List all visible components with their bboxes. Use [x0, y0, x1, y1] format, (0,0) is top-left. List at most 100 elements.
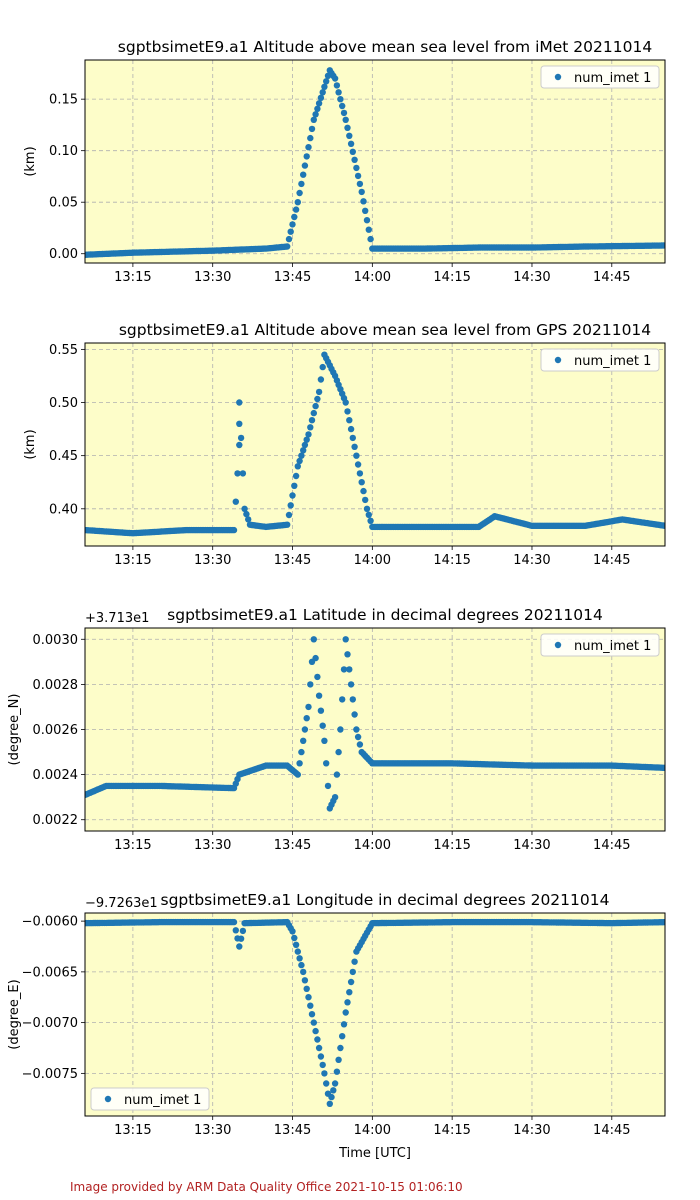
data-point	[291, 213, 298, 221]
plot-background	[85, 913, 665, 1116]
chart-title: sgptbsimetE9.a1 Altitude above mean sea …	[118, 38, 652, 56]
data-point	[351, 711, 358, 718]
data-point	[239, 470, 247, 477]
data-point	[236, 441, 243, 449]
data-point	[331, 794, 339, 801]
data-point	[245, 516, 252, 523]
y-tick-label: 0.00	[49, 247, 78, 262]
data-point	[289, 928, 296, 935]
data-point	[312, 402, 319, 410]
data-point	[344, 408, 351, 415]
x-tick-label: 13:30	[194, 838, 231, 853]
data-point	[241, 505, 248, 512]
x-tick-label: 14:00	[354, 838, 391, 853]
data-point	[296, 189, 303, 197]
data-point	[337, 96, 344, 103]
data-point	[330, 1087, 337, 1094]
legend-box	[540, 348, 660, 372]
y-tick-label: 0.0028	[33, 678, 79, 693]
plot-background	[85, 343, 665, 546]
data-point	[236, 943, 243, 950]
y-tick-label: 0.0022	[33, 813, 79, 828]
data-point	[294, 771, 301, 778]
x-tick-label: 13:15	[114, 1123, 151, 1138]
data-point	[340, 1021, 348, 1028]
data-point	[305, 144, 312, 151]
legend-label: num_imet 1	[574, 354, 651, 369]
data-point	[360, 198, 367, 205]
x-tick-label: 13:15	[114, 838, 151, 853]
data-point	[349, 434, 356, 442]
data-point	[230, 918, 238, 926]
data-point	[331, 1080, 339, 1087]
data-point	[326, 1100, 333, 1108]
data-point	[349, 696, 356, 703]
data-point	[342, 636, 349, 643]
data-point	[301, 162, 309, 169]
x-tick-label: 14:00	[354, 270, 391, 285]
y-tick-label: 0.45	[49, 449, 78, 464]
data-point	[232, 927, 239, 934]
data-point	[237, 935, 245, 942]
legend: num_imet 1	[540, 348, 660, 372]
data-point	[661, 522, 665, 529]
data-point	[237, 434, 245, 442]
data-point	[347, 681, 355, 688]
data-point	[360, 487, 367, 495]
series-points	[85, 636, 665, 812]
series-points	[85, 351, 665, 537]
data-point	[305, 994, 312, 1001]
data-point	[319, 1061, 326, 1069]
panel-1: 13:15 13:30 13:45 14:00 14:15 14:30 14:45 0.00 0…	[23, 38, 666, 285]
legend-label: num_imet 1	[574, 639, 651, 654]
panel-4: 13:15 13:30 13:45 14:00 14:15 14:30 14:45 −0.00…	[7, 891, 666, 1161]
data-point	[367, 517, 374, 524]
legend-marker	[104, 1095, 112, 1103]
y-tick-label: −0.0060	[22, 915, 78, 930]
data-point	[294, 948, 301, 955]
x-tick-label: 13:15	[114, 553, 151, 568]
data-point	[298, 748, 305, 756]
data-point	[307, 1002, 314, 1009]
data-point	[292, 941, 300, 948]
x-tick-label: 13:30	[194, 270, 231, 285]
data-point	[236, 399, 243, 406]
data-point	[354, 461, 362, 468]
plot-background	[85, 60, 665, 263]
data-point	[323, 78, 330, 85]
data-point	[661, 764, 665, 771]
x-tick-label: 14:45	[593, 553, 630, 568]
data-point	[284, 243, 291, 250]
data-point	[234, 470, 241, 477]
data-point	[303, 715, 310, 722]
data-point	[337, 1044, 344, 1052]
data-point	[362, 207, 369, 214]
data-point	[301, 441, 309, 449]
data-point	[362, 496, 369, 504]
x-tick-label: 13:45	[274, 838, 311, 853]
data-point	[328, 1093, 335, 1101]
data-point	[289, 492, 296, 499]
data-point	[289, 221, 296, 228]
y-tick-label: 0.15	[49, 93, 78, 108]
y-tick-label: 0.10	[49, 144, 78, 159]
data-point	[363, 217, 371, 224]
legend-label: num_imet 1	[574, 71, 651, 86]
data-point	[342, 399, 349, 406]
data-point	[317, 1053, 325, 1060]
x-tick-label: 14:45	[593, 270, 630, 285]
x-tick-label: 13:45	[274, 553, 311, 568]
data-point	[305, 431, 312, 438]
data-point	[342, 1009, 349, 1016]
data-point	[307, 681, 314, 688]
x-tick-label: 13:45	[274, 1123, 311, 1138]
data-point	[300, 171, 307, 178]
data-point	[305, 703, 312, 711]
legend-marker	[554, 356, 562, 364]
data-point	[314, 673, 321, 681]
data-point	[333, 1068, 341, 1075]
data-point	[314, 105, 321, 113]
x-tick-label: 14:30	[513, 270, 550, 285]
data-point	[339, 1033, 346, 1040]
data-point	[239, 927, 247, 935]
